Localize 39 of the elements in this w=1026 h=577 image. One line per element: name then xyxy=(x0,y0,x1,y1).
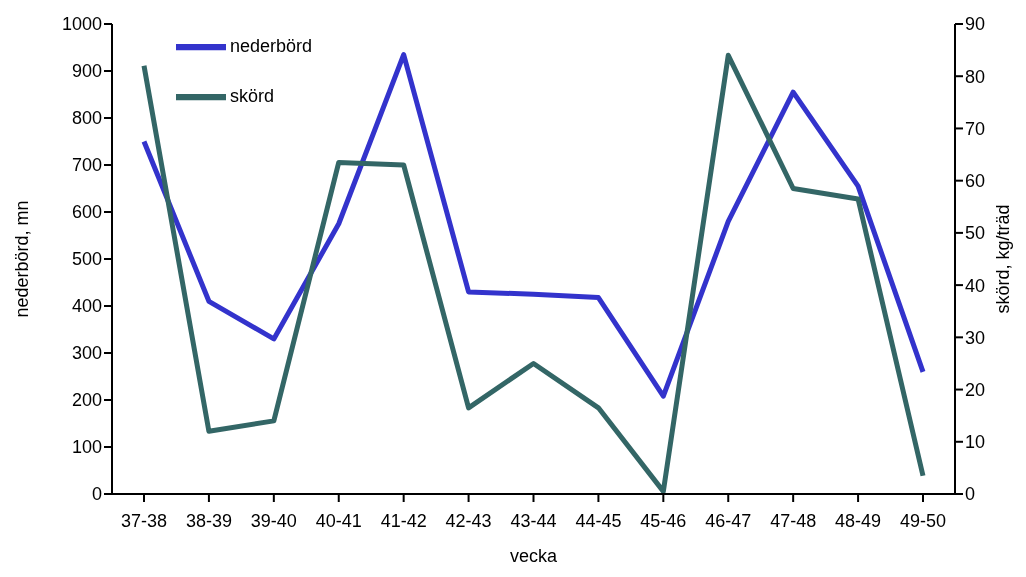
x-tick-label: 39-40 xyxy=(250,510,297,531)
legend-label: nederbörd xyxy=(230,35,313,56)
y-tick-label: 1000 xyxy=(61,14,102,35)
x-axis-title: vecka xyxy=(509,546,558,566)
y-axis-title: nederbörd, mn xyxy=(12,200,33,318)
y-tick-label: 400 xyxy=(71,296,102,317)
y-tick-label: 200 xyxy=(71,390,102,411)
y2-tick-label: 10 xyxy=(965,432,986,453)
y2-tick-label: 0 xyxy=(965,484,976,505)
y2-axis-title: skörd, kg/träd xyxy=(993,204,1014,314)
x-tick-label: 45-46 xyxy=(640,510,687,531)
y2-tick-label: 40 xyxy=(965,275,986,296)
x-tick-label: 38-39 xyxy=(185,510,232,531)
x-tick-label: 40-41 xyxy=(315,510,362,531)
x-tick-label: 48-49 xyxy=(835,510,882,531)
y2-tick-label: 20 xyxy=(965,379,986,400)
x-tick-label: 46-47 xyxy=(705,510,752,531)
y-tick-label: 0 xyxy=(91,484,102,505)
y-tick-label: 300 xyxy=(71,343,102,364)
x-tick-label: 43-44 xyxy=(510,510,557,531)
y2-tick-label: 90 xyxy=(965,14,986,35)
y2-tick-label: 70 xyxy=(965,118,986,139)
y2-tick-label: 80 xyxy=(965,66,986,87)
x-tick-label: 44-45 xyxy=(575,510,622,531)
y-tick-label: 800 xyxy=(71,108,102,129)
x-tick-label: 37-38 xyxy=(120,510,168,531)
y-tick-label: 500 xyxy=(71,249,102,270)
y2-tick-label: 30 xyxy=(965,327,986,348)
x-tick-label: 47-48 xyxy=(770,510,817,531)
x-tick-label: 49-50 xyxy=(899,510,947,531)
y-tick-label: 700 xyxy=(71,155,102,176)
y2-tick-label: 60 xyxy=(965,171,986,192)
y-tick-label: 600 xyxy=(71,202,102,223)
y-tick-label: 900 xyxy=(71,61,102,82)
y-tick-label: 100 xyxy=(71,437,102,458)
y2-tick-label: 50 xyxy=(965,223,986,244)
x-tick-label: 42-43 xyxy=(445,510,492,531)
x-tick-label: 41-42 xyxy=(380,510,427,531)
legend-label: skörd xyxy=(230,85,275,106)
